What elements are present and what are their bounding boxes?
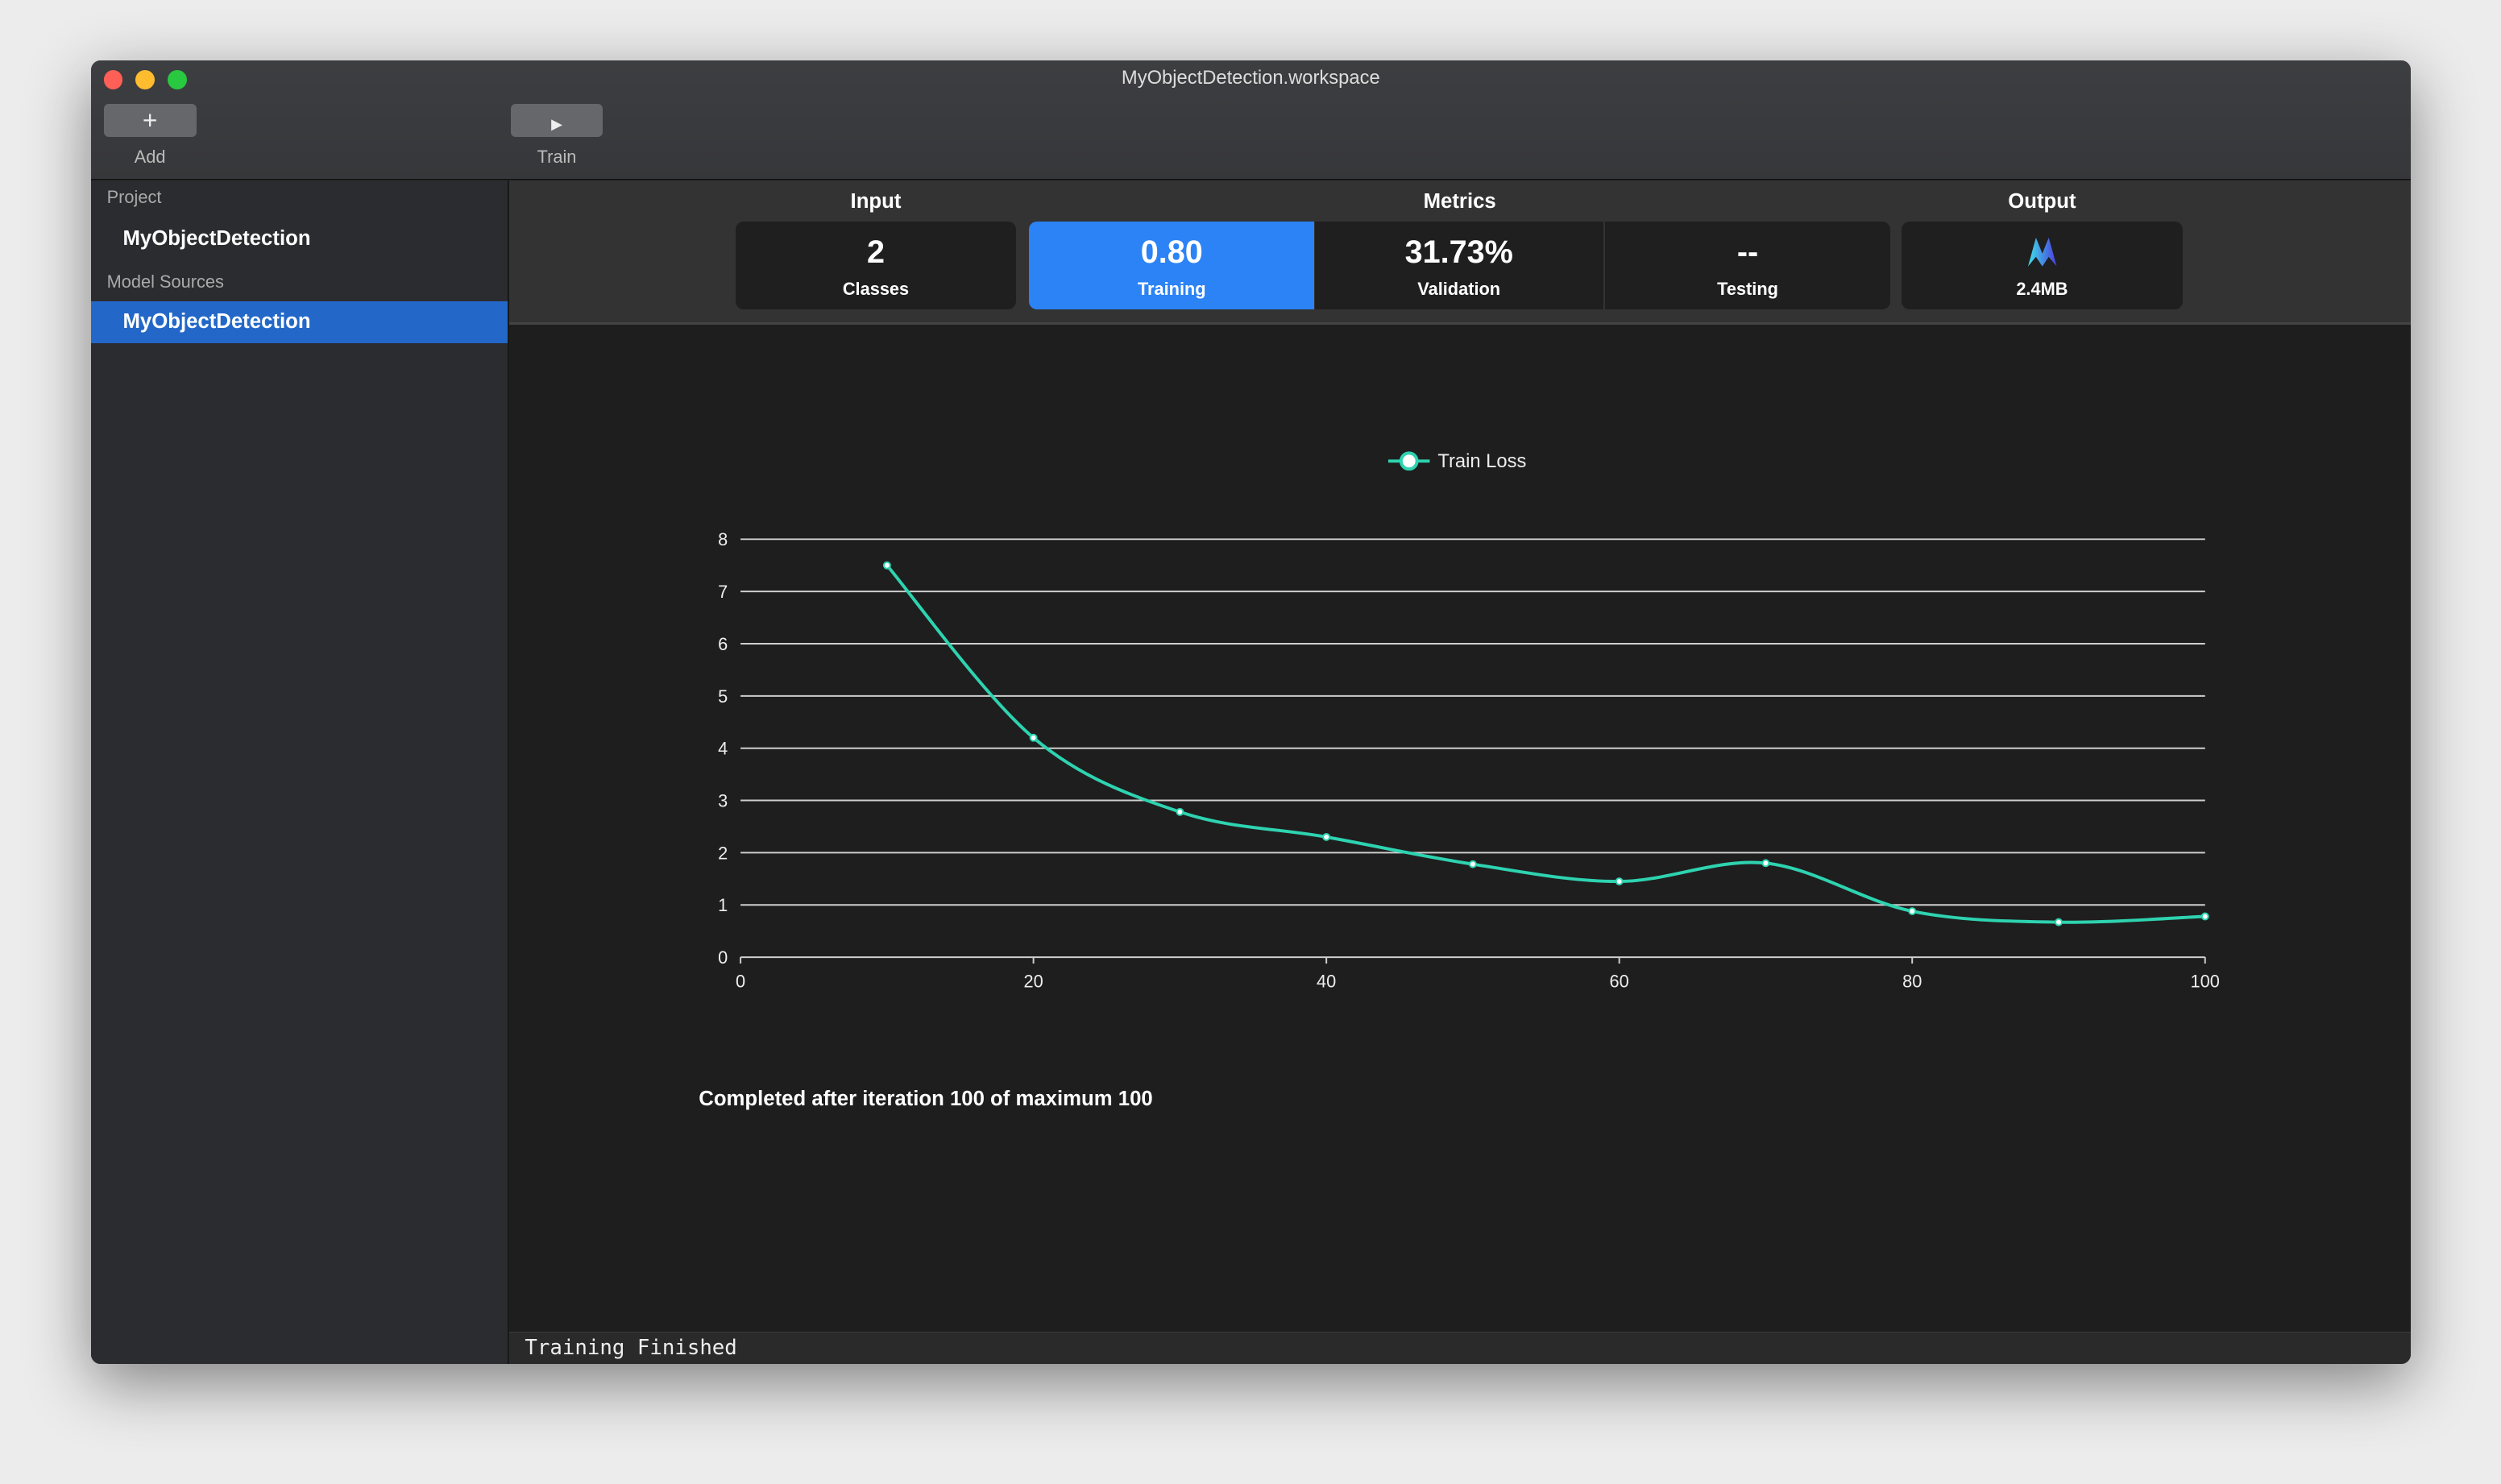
input-card[interactable]: 2 Classes <box>735 222 1017 310</box>
data-point <box>2200 912 2209 921</box>
close-button[interactable] <box>103 70 123 89</box>
x-tick-label: 80 <box>1902 972 1922 992</box>
output-title: Output <box>2008 189 2076 213</box>
validation-label: Validation <box>1417 279 1501 300</box>
metrics-title: Metrics <box>1423 189 1496 213</box>
data-point <box>882 561 891 570</box>
titlebar: MyObjectDetection.workspace + Add ▶ Trai… <box>90 60 2411 180</box>
classes-label: Classes <box>842 279 910 300</box>
train-label: Train <box>537 147 577 168</box>
x-tick-label: 40 <box>1317 972 1336 992</box>
sidebar-section-model-sources: Model Sources <box>106 271 224 292</box>
data-point <box>1761 859 1770 868</box>
data-point <box>1907 906 1916 915</box>
add-label: Add <box>134 147 166 168</box>
data-point <box>1176 807 1184 816</box>
classes-value: 2 <box>866 234 885 271</box>
data-point <box>1615 877 1624 885</box>
data-point <box>2054 918 2063 926</box>
y-tick-label: 1 <box>718 895 728 915</box>
train-loss-chart: 0 1 2 3 4 5 6 7 8 0 20 40 60 80 100 Train Loss <box>509 325 2411 1332</box>
status-bar: Training Finished <box>508 1332 2411 1364</box>
x-tick-label: 60 <box>1609 972 1628 992</box>
input-title: Input <box>850 189 902 213</box>
window-title: MyObjectDetection.workspace <box>1121 67 1380 89</box>
legend-marker <box>1399 451 1419 471</box>
sidebar-section-project: Project <box>106 186 162 207</box>
sidebar: Project MyObjectDetection Model Sources … <box>90 180 508 1364</box>
createml-model-icon <box>1902 234 2182 273</box>
training-summary: Completed after iteration 100 of maximum… <box>699 1088 1153 1111</box>
legend-label: Train Loss <box>1437 450 1526 472</box>
y-tick-label: 2 <box>718 843 728 863</box>
data-point <box>1468 860 1477 868</box>
training-value: 0.80 <box>1140 234 1203 271</box>
y-tick-label: 0 <box>718 947 728 968</box>
sidebar-item-project[interactable]: MyObjectDetection <box>122 227 311 251</box>
zoom-button[interactable] <box>167 70 187 89</box>
play-icon: ▶ <box>551 115 562 132</box>
add-button[interactable]: + <box>103 103 197 138</box>
x-tick-label: 0 <box>736 972 745 992</box>
y-tick-label: 7 <box>718 582 728 602</box>
testing-value: -- <box>1736 234 1759 271</box>
plus-icon: + <box>142 105 158 135</box>
y-tick-label: 3 <box>718 790 728 810</box>
training-label: Training <box>1137 279 1206 300</box>
y-tick-label: 5 <box>718 686 728 707</box>
testing-tab[interactable]: -- Testing <box>1604 222 1891 310</box>
x-tick-label: 100 <box>2190 972 2219 992</box>
data-point <box>1029 733 1038 742</box>
validation-tab[interactable]: 31.73% Validation <box>1314 222 1604 310</box>
y-tick-label: 6 <box>718 634 728 654</box>
training-tab[interactable]: 0.80 Training <box>1029 222 1315 310</box>
data-point <box>1321 832 1330 841</box>
y-tick-label: 8 <box>718 529 728 549</box>
x-tick-label: 20 <box>1023 972 1043 992</box>
train-loss-line <box>885 564 2205 924</box>
train-button[interactable]: ▶ <box>510 103 603 138</box>
minimize-button[interactable] <box>135 70 156 89</box>
sidebar-item-model-source[interactable]: MyObjectDetection <box>90 301 508 343</box>
app-window: MyObjectDetection.workspace + Add ▶ Trai… <box>90 60 2411 1364</box>
y-tick-label: 4 <box>718 739 728 759</box>
validation-value: 31.73% <box>1404 234 1513 271</box>
output-card[interactable]: 2.4MB <box>1902 222 2183 310</box>
testing-label: Testing <box>1717 279 1778 300</box>
model-size-label: 2.4MB <box>2016 279 2068 300</box>
metrics-header: Input Metrics Output 2 Classes 0.80 Trai… <box>508 180 2411 325</box>
